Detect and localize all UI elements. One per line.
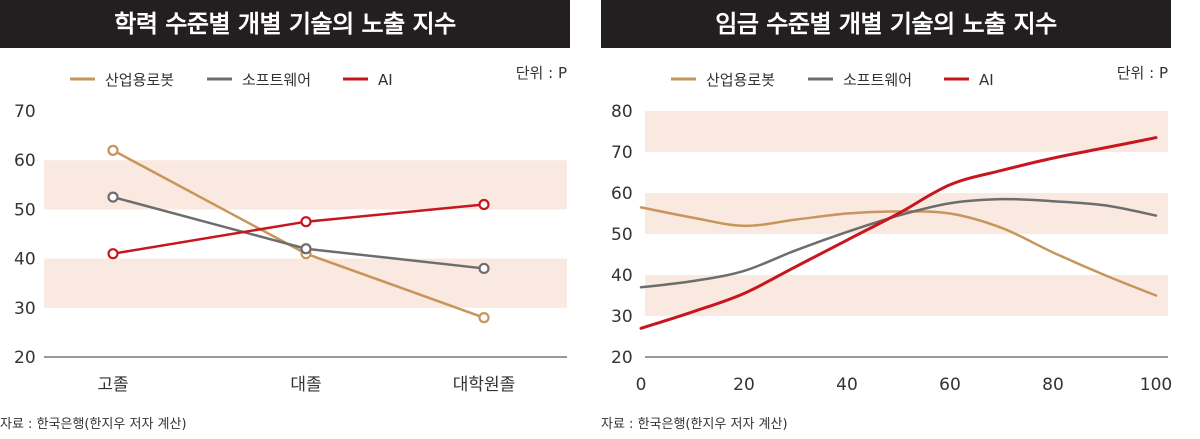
y-tick-label: 40: [611, 266, 633, 286]
x-tick-label: 고졸: [97, 375, 128, 395]
y-tick-label: 30: [611, 307, 633, 327]
data-point: [300, 216, 312, 228]
y-tick-label: 20: [611, 348, 633, 368]
x-tick-label: 대학원졸: [453, 375, 516, 395]
y-tick-label: 40: [14, 250, 36, 270]
source-note: 자료 : 한국은행(한지우 저자 계산): [601, 416, 788, 432]
education-chart: 20 30 40 50 60 70 고졸 대졸 대학원졸 산업용로봇 소프트웨어 AI 단위 : P 자료…: [0, 64, 567, 432]
series-line: [639, 206, 1158, 297]
legend-label: 소프트웨어: [242, 71, 311, 89]
series-line: [639, 136, 1158, 330]
x-tick-label: 60: [939, 375, 961, 395]
x-tick-label: 40: [836, 375, 858, 395]
x-tick-label: 100: [1140, 375, 1172, 395]
legend-label: 산업용로봇: [105, 71, 174, 89]
data-point: [107, 191, 119, 203]
chart-title: 학력 수준별 개별 기술의 노출 지수: [0, 0, 570, 48]
education-chart-panel: 학력 수준별 개별 기술의 노출 지수 20 30 40 50 60 70 고졸 대졸 대학원졸…: [0, 0, 572, 439]
legend-label: 소프트웨어: [843, 71, 912, 89]
y-tick-label: 70: [611, 143, 633, 163]
grid-band: [645, 275, 1168, 316]
legend-label: AI: [979, 71, 994, 89]
data-point: [300, 243, 312, 255]
source-note: 자료 : 한국은행(한지우 저자 계산): [0, 416, 187, 432]
chart-title: 임금 수준별 개별 기술의 노출 지수: [601, 0, 1171, 48]
x-tick-label: 20: [733, 375, 755, 395]
x-tick-label: 0: [636, 375, 647, 395]
y-tick-label: 70: [14, 102, 36, 122]
y-tick-label: 60: [14, 151, 36, 171]
legend-label: 산업용로봇: [706, 71, 775, 89]
data-point: [478, 312, 490, 324]
wage-chart-panel: 임금 수준별 개별 기술의 노출 지수 20 30 40 50 60 70 80 0 20 40 6…: [601, 0, 1173, 439]
legend-label: AI: [378, 71, 393, 89]
data-point: [107, 144, 119, 156]
x-tick-label: 80: [1042, 375, 1064, 395]
y-tick-label: 80: [611, 102, 633, 122]
y-tick-label: 60: [611, 184, 633, 204]
unit-label: 단위 : P: [1117, 64, 1168, 82]
y-tick-label: 20: [14, 348, 36, 368]
data-point: [478, 262, 490, 275]
series-line: [639, 197, 1158, 289]
unit-label: 단위 : P: [516, 64, 567, 82]
data-point: [478, 198, 490, 211]
y-tick-label: 50: [611, 225, 633, 245]
x-tick-label: 대졸: [290, 375, 321, 395]
grid-band: [645, 111, 1168, 152]
data-point: [107, 248, 119, 260]
y-tick-label: 50: [14, 200, 36, 220]
y-tick-label: 30: [14, 299, 36, 319]
